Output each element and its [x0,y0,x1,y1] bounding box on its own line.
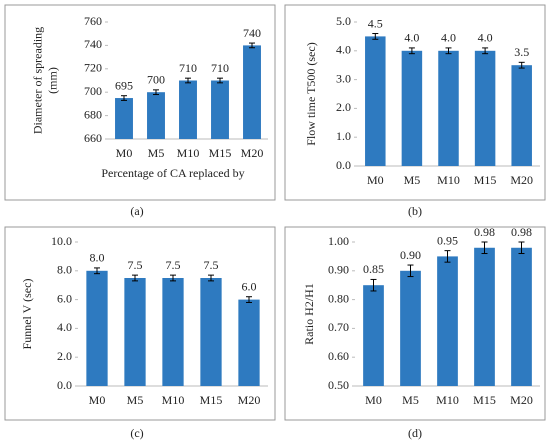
value-label: 0.90 [400,248,421,262]
bar [179,80,197,139]
value-label: 7.5 [166,258,181,272]
x-axis-title: Percentage of CA replaced by [101,166,244,180]
panel-label: (b) [408,204,422,218]
bar [243,45,261,139]
x-tick-label: M10 [162,393,185,407]
y-tick-label: 4.0 [336,43,351,57]
value-label: 710 [211,61,229,75]
x-tick-label: M15 [200,393,223,407]
bar [162,278,184,386]
x-tick-label: M15 [474,173,497,187]
panel-frame [4,226,276,421]
value-label: 740 [243,26,261,40]
value-label: 8.0 [90,251,105,265]
y-axis-title: Diameter of spreading [30,27,44,134]
x-tick-label: M0 [116,146,133,160]
panel-label: (a) [130,204,143,218]
y-tick-label: 720 [84,61,102,75]
value-label: 4.5 [368,16,383,30]
x-tick-label: M0 [365,393,382,407]
x-tick-label: M20 [510,173,533,187]
x-tick-label: M5 [402,393,419,407]
y-tick-label: 760 [84,14,102,28]
value-label: 695 [115,78,133,92]
bar [124,278,146,386]
y-axis-title: Flow time T500 (sec) [304,42,318,145]
y-tick-label: 4.0 [57,320,72,334]
y-tick-label: 0.70 [328,320,349,334]
y-tick-label: 0.60 [328,349,349,363]
value-label: 7.5 [204,258,219,272]
y-tick-label: 8.0 [57,263,72,277]
y-tick-label: 10.0 [51,234,72,248]
bar [511,65,532,166]
x-tick-label: M10 [437,173,460,187]
panel-label: (d) [408,426,422,440]
y-tick-label: 0.0 [336,158,351,172]
value-label: 7.5 [128,258,143,272]
value-label: 700 [147,73,165,87]
panel-frame [284,4,546,201]
y-tick-label: 680 [84,107,102,121]
x-tick-label: M20 [510,393,533,407]
bar [400,270,421,386]
y-tick-label: 740 [84,37,102,51]
x-tick-label: M0 [89,393,106,407]
bar [115,98,133,139]
x-tick-label: M20 [241,146,264,160]
bar [511,247,532,386]
x-tick-label: M10 [436,393,459,407]
bar [437,256,458,386]
y-tick-label: 0.0 [57,378,72,392]
y-tick-label: 0.90 [328,263,349,277]
y-tick-label: 1.0 [336,129,351,143]
bar [238,299,260,386]
bar [86,270,108,386]
x-tick-label: M10 [177,146,200,160]
y-tick-label: 1.00 [328,234,349,248]
bar [438,50,459,166]
x-tick-label: M0 [367,173,384,187]
y-tick-label: 3.0 [336,71,351,85]
y-tick-label: 0.80 [328,291,349,305]
bar [474,50,496,166]
value-label: 0.98 [511,225,532,239]
value-label: 0.95 [437,233,458,247]
x-tick-label: M5 [148,146,165,160]
bar [200,278,222,386]
y-axis-title: Ratio H2/H1 [302,283,316,345]
y-tick-label: 6.0 [57,291,72,305]
y-tick-label: 0.50 [328,378,349,392]
value-label: 710 [179,61,197,75]
y-tick-label: 2.0 [336,100,351,114]
y-tick-label: 2.0 [57,349,72,363]
x-tick-label: M5 [404,173,421,187]
value-label: 4.0 [478,31,493,45]
value-label: 4.0 [441,31,456,45]
value-label: 4.0 [404,31,419,45]
value-label: 0.98 [474,225,495,239]
x-tick-label: M5 [127,393,144,407]
value-label: 3.5 [514,45,529,59]
x-tick-label: M20 [238,393,261,407]
y-tick-label: 5.0 [336,14,351,28]
bar [401,50,423,166]
panel-frame [284,226,546,421]
y-tick-label: 660 [84,131,102,145]
panel-label: (c) [130,426,143,440]
value-label: 6.0 [242,279,257,293]
x-tick-label: M15 [473,393,496,407]
value-label: 0.85 [363,262,384,276]
x-tick-label: M15 [209,146,232,160]
y-axis-title: Funnel V (sec) [20,279,34,350]
bar [147,92,165,139]
bar [474,247,495,386]
y-tick-label: 700 [84,84,102,98]
y-axis-title: (mm) [45,67,59,94]
panel-frame [4,4,276,201]
bar [363,285,384,386]
bar [211,80,229,139]
bar [365,36,386,167]
